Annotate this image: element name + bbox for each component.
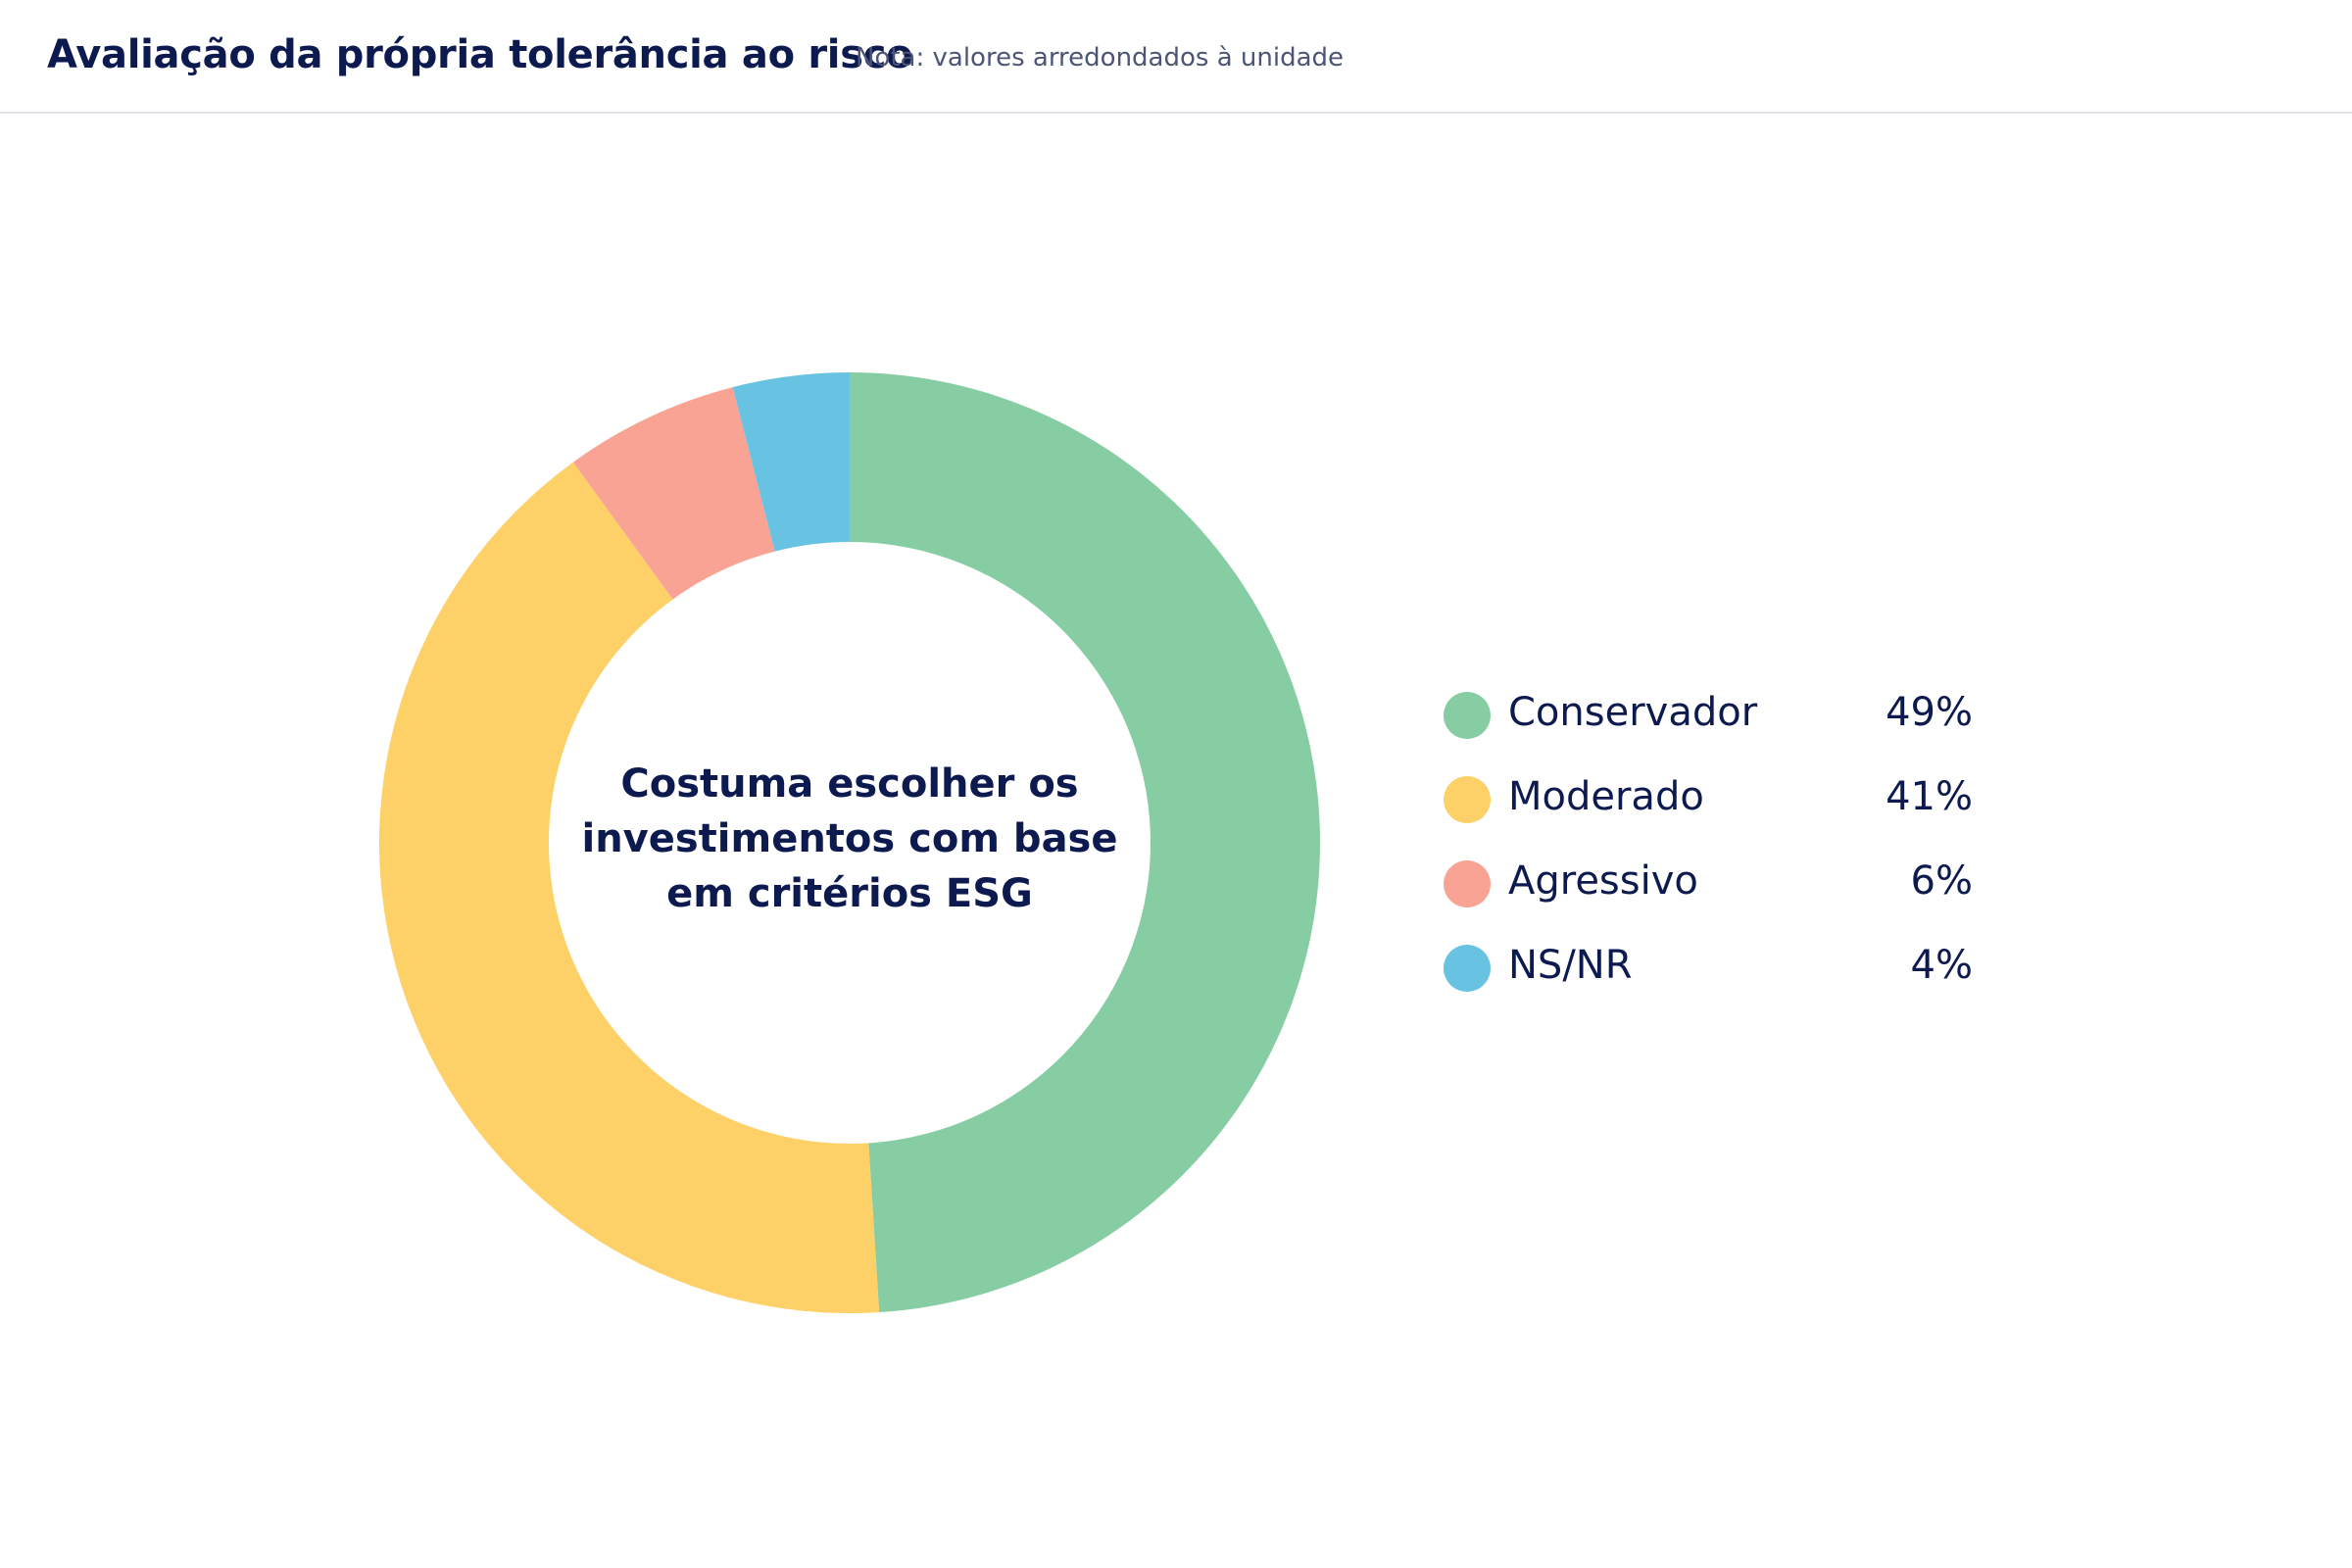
legend-value-ns-nr: 4%	[1910, 943, 1973, 988]
donut-center-label: Costuma escolher os investimentos com ba…	[556, 757, 1144, 921]
center-label-line-1: Costuma escolher os	[620, 761, 1079, 807]
legend-label-ns-nr: NS/NR	[1508, 943, 1633, 988]
legend-swatch-agressivo	[1444, 860, 1491, 907]
legend-value-agressivo: 6%	[1910, 858, 1973, 904]
legend-label-moderado: Moderado	[1508, 774, 1704, 819]
legend-swatch-moderado	[1444, 776, 1491, 823]
center-label-line-2: investimentos com base	[581, 816, 1118, 861]
legend-value-moderado: 41%	[1886, 774, 1973, 819]
chart-note: Nota: valores arredondados à unidade	[856, 43, 1345, 73]
slice-moderado	[378, 462, 880, 1313]
chart-legend: Conservador 49% Moderado 41% Agressivo 6…	[1444, 686, 1992, 1023]
legend-label-conservador: Conservador	[1508, 690, 1758, 735]
legend-swatch-conservador	[1444, 692, 1491, 739]
legend-value-conservador: 49%	[1886, 690, 1973, 735]
legend-item-ns-nr: NS/NR 4%	[1444, 939, 1992, 1023]
chart-header: Avaliação da própria tolerância ao risco…	[0, 0, 2352, 114]
legend-swatch-ns-nr	[1444, 945, 1491, 992]
chart-title: Avaliação da própria tolerância ao risco	[47, 32, 913, 77]
legend-item-conservador: Conservador 49%	[1444, 686, 1992, 770]
slice-ns-nr	[732, 372, 850, 552]
center-label-line-3: em critérios ESG	[666, 871, 1033, 916]
slice-conservador	[850, 372, 1321, 1313]
legend-item-agressivo: Agressivo 6%	[1444, 855, 1992, 939]
legend-label-agressivo: Agressivo	[1508, 858, 1698, 904]
legend-item-moderado: Moderado 41%	[1444, 770, 1992, 855]
slice-agressivo	[572, 387, 775, 600]
